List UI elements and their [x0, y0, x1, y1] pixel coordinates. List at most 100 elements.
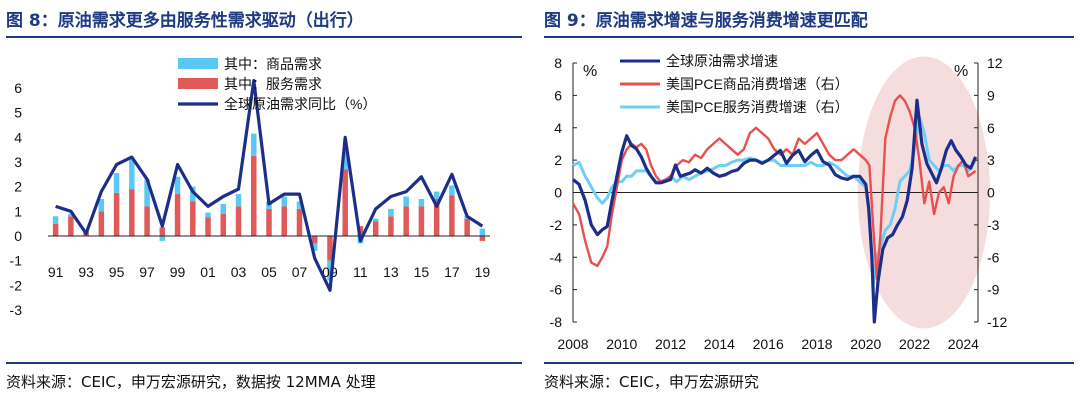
- x-tick-label: 2016: [753, 336, 784, 352]
- bar-goods: [144, 179, 150, 207]
- source-rule-fig8: [6, 362, 522, 364]
- bar-services: [235, 206, 242, 236]
- bar-services: [388, 216, 394, 236]
- bar-services: [479, 236, 486, 241]
- bar-goods: [479, 228, 486, 236]
- title-rule-fig9: [544, 36, 1074, 38]
- bar-goods: [327, 260, 333, 281]
- bar-goods: [296, 201, 303, 209]
- chart-panel-fig8: 图 8：原油需求更多由服务性需求驱动（出行） -3 -2 -1 0 1 2 3 4 5 6 91 93…: [0, 0, 528, 403]
- x-tick-label: 2014: [704, 336, 735, 352]
- y-right-tick-label: -6: [987, 249, 1000, 265]
- bar-services: [98, 211, 105, 236]
- y-right-tick-label: 9: [987, 87, 995, 103]
- series-line-global-demand: [55, 78, 484, 292]
- y-right-tick-label: 12: [987, 55, 1003, 71]
- y-tick-label: -2: [10, 277, 23, 293]
- y-left-tick-label: 2: [554, 152, 562, 168]
- y-left-tick-label: 6: [554, 87, 562, 103]
- bar-services: [113, 192, 120, 236]
- x-tick-label: 2024: [948, 336, 979, 352]
- bar-goods: [372, 218, 379, 222]
- bar-services: [52, 223, 59, 236]
- x-tick-label: 95: [109, 264, 125, 280]
- y-right-tick-label: 0: [987, 185, 995, 201]
- bar-services: [433, 199, 440, 236]
- x-tick-label: 2018: [801, 336, 832, 352]
- bar-goods: [342, 152, 348, 170]
- bar-services: [144, 206, 150, 236]
- bar-services: [159, 227, 166, 236]
- x-tick-label: 07: [292, 264, 308, 280]
- bar-goods: [205, 212, 211, 218]
- y-left-tick-label: -4: [550, 249, 563, 265]
- bar-goods: [113, 173, 120, 193]
- source-note-fig9: 资料来源：CEIC，申万宏源研究: [544, 373, 759, 391]
- bar-services: [174, 194, 181, 236]
- y-right-tick-label: -3: [987, 217, 1000, 233]
- y-right-tick-label: 6: [987, 120, 995, 136]
- bar-services: [449, 195, 455, 236]
- x-tick-label: 93: [78, 264, 94, 280]
- x-tick-label: 2022: [899, 336, 930, 352]
- legend-swatch-goods: [178, 58, 218, 69]
- title-rule-fig8: [6, 36, 522, 38]
- x-tick-label: 2012: [655, 336, 686, 352]
- bar-services: [220, 213, 227, 236]
- bar-goods: [311, 243, 318, 251]
- x-tick-label: 15: [414, 264, 430, 280]
- x-tick-label: 11: [353, 264, 368, 280]
- bar-goods: [281, 196, 287, 207]
- bar-services: [311, 236, 318, 244]
- bar-goods: [418, 199, 425, 207]
- bar-services: [266, 208, 272, 236]
- y-tick-label: -3: [10, 302, 23, 318]
- x-tick-label: 05: [261, 264, 277, 280]
- bar-services: [418, 206, 425, 236]
- bar-goods: [449, 185, 455, 196]
- y-left-tick-label: -2: [550, 217, 563, 233]
- y-tick-label: 2: [14, 179, 22, 195]
- x-tick-label: 2008: [557, 336, 588, 352]
- y-tick-label: -1: [10, 253, 23, 269]
- source-note-fig8: 资料来源：CEIC，申万宏源研究，数据按 12MMA 处理: [6, 373, 376, 391]
- x-tick-label: 09: [322, 264, 338, 280]
- chart-title-fig8: 图 8：原油需求更多由服务性需求驱动（出行）: [6, 11, 364, 31]
- bar-services: [296, 208, 303, 236]
- chart-panel-fig9: 图 9：原油需求增速与服务消费增速更匹配 -8 -6 -4 -2 0 2 4 6 8 -12 -9-…: [538, 0, 1080, 403]
- bar-goods: [52, 216, 59, 224]
- bar-goods: [98, 199, 105, 212]
- bar-services: [327, 236, 333, 261]
- bar-goods: [159, 236, 166, 241]
- bar-goods: [251, 133, 257, 156]
- bar-services: [281, 206, 287, 236]
- y-left-tick-label: 8: [554, 55, 562, 71]
- x-tick-label: 2020: [850, 336, 881, 352]
- series-line-us-pce-goods: [571, 94, 977, 280]
- y-tick-label: 4: [14, 129, 22, 145]
- y-right-unit: %: [954, 63, 968, 80]
- x-tick-label: 99: [170, 264, 186, 280]
- legend-label-goods: 其中：商品需求: [224, 56, 322, 72]
- y-left-unit: %: [583, 63, 597, 80]
- bar-goods: [433, 191, 440, 199]
- legend-us-services-label: 美国PCE服务消费增速（右）: [666, 99, 849, 115]
- dual-axis-line-chart-fig9: -8 -6 -4 -2 0 2 4 6 8 -12 -9 -6 -3 0 3 6 9 12% % 2008 2010 20…: [550, 53, 1008, 352]
- legend-label-global: 全球原油需求同比（%）: [224, 96, 376, 112]
- y-left-tick-label: -8: [550, 314, 563, 330]
- x-tick-label: 2010: [606, 336, 637, 352]
- bar-services: [372, 221, 379, 236]
- bar-goods: [129, 159, 135, 190]
- y-tick-label: 5: [14, 105, 22, 121]
- bar-goods: [388, 208, 394, 217]
- y-tick-label: 0: [14, 228, 22, 244]
- source-rule-fig9: [544, 362, 1074, 364]
- bar-services: [464, 218, 470, 236]
- y-left-tick-label: -6: [550, 282, 563, 298]
- bar-services: [403, 206, 409, 236]
- bar-goods: [220, 203, 227, 214]
- series-line-global-demand: [571, 98, 978, 324]
- bar-goods: [235, 194, 242, 207]
- legend-us-goods-label: 美国PCE商品消费增速（右）: [666, 76, 849, 92]
